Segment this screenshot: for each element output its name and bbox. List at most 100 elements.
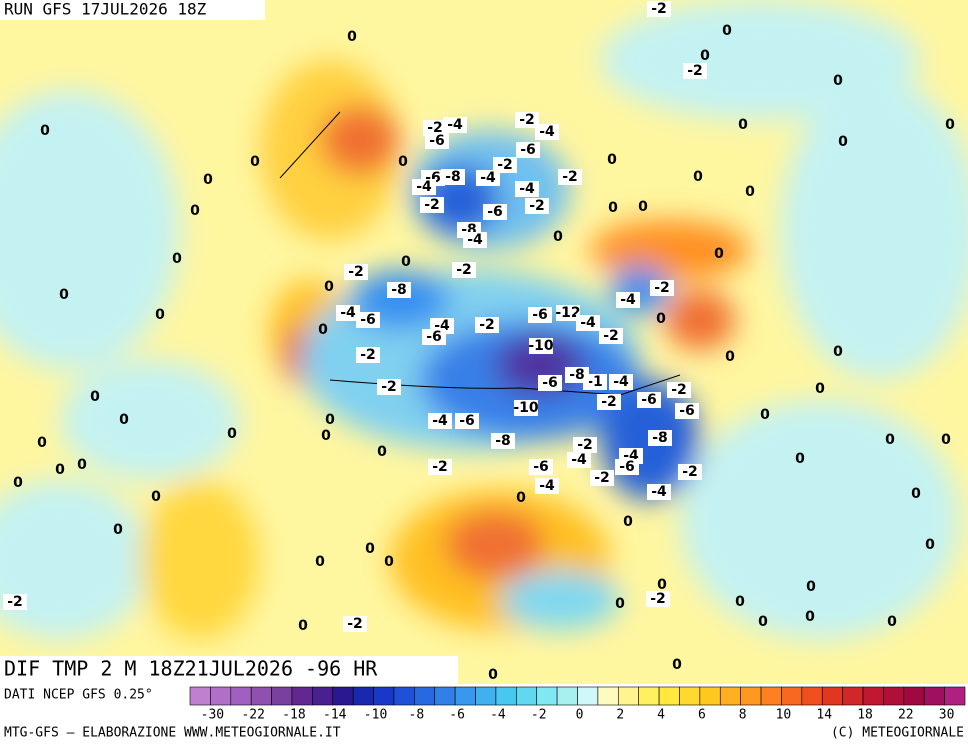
label-box: [423, 120, 447, 136]
contour-label: -2: [347, 616, 363, 632]
contour-label: -4: [467, 232, 483, 248]
contour-label: 0: [735, 594, 745, 610]
contour-label: -4: [539, 124, 555, 140]
contour-label: 0: [113, 522, 123, 538]
run-title: RUN GFS 17JUL2026 18Z: [4, 0, 207, 19]
contour-label: -2: [427, 120, 443, 136]
label-box: [525, 198, 549, 214]
label-box: [616, 292, 640, 308]
colorbar-cell: [210, 686, 232, 706]
contour-label: 0: [725, 349, 735, 365]
contour-label: 0: [40, 123, 50, 139]
colorbar-cell: [536, 686, 558, 706]
contour-label: 0: [203, 172, 213, 188]
label-box: [412, 179, 436, 195]
label-box: [573, 437, 597, 453]
label-box: [425, 133, 449, 149]
colorbar-cell: [842, 686, 864, 706]
contour-label: 0: [227, 426, 237, 442]
contour-label: -4: [539, 478, 555, 494]
contour-label: 0: [90, 389, 100, 405]
colorbar-cell: [271, 686, 293, 706]
colorbar-label: 30: [939, 708, 955, 723]
contour-label: -4: [432, 413, 448, 429]
colorbar-cell: [556, 686, 578, 706]
contour-label: 0: [615, 596, 625, 612]
contour-label: 0: [738, 117, 748, 133]
label-box: [443, 117, 467, 133]
contour-label: -2: [348, 264, 364, 280]
colorbar-cell: [577, 686, 599, 706]
data-source: DATI NCEP GFS 0.25°: [4, 688, 153, 703]
colorbar-cell: [475, 686, 497, 706]
colorbar-label: -8: [409, 708, 425, 723]
label-box: [576, 315, 600, 331]
map: 0-200-200 0 00-2 -4 -2-4-6-60 000-2-6 -8 -4-4 -4…: [0, 0, 968, 684]
contour-label: 0: [37, 435, 47, 451]
contour-label: 0: [815, 381, 825, 397]
contour-label: -4: [613, 374, 629, 390]
label-box: [647, 484, 671, 500]
label-box: [515, 112, 539, 128]
contour-label: -4: [447, 117, 463, 133]
colorbar-label: 22: [898, 708, 914, 723]
label-box: [377, 379, 401, 395]
colorbar-cell: [658, 686, 680, 706]
contour-label: -2: [360, 347, 376, 363]
colorbar-cell: [597, 686, 619, 706]
contour-label: 0: [13, 475, 23, 491]
contour-label: -2: [479, 317, 495, 333]
contour-label: 0: [172, 251, 182, 267]
contour-label: 0: [347, 29, 357, 45]
colorbar-label: 18: [857, 708, 873, 723]
contour-label: -6: [542, 375, 558, 391]
label-box: [516, 142, 540, 158]
contour-label: 0: [833, 344, 843, 360]
label-box: [356, 347, 380, 363]
label-box: [455, 413, 479, 429]
contour-label: -8: [445, 169, 461, 185]
label-box: [420, 197, 444, 213]
contour-label: 0: [325, 412, 335, 428]
contour-label: -2: [497, 157, 513, 173]
label-box: [3, 594, 27, 610]
colorbar-label: 8: [739, 708, 747, 723]
contour-label: 0: [318, 322, 328, 338]
label-box: [597, 394, 621, 410]
contour-label: 0: [315, 554, 325, 570]
colorbar-cell: [760, 686, 782, 706]
label-box: [650, 280, 674, 296]
contour-label: 0: [401, 254, 411, 270]
contour-label: -12: [555, 305, 580, 321]
colorbar-cell: [189, 686, 211, 706]
label-box: [475, 317, 499, 333]
contour-label: 0: [672, 657, 682, 673]
contour-label: -10: [513, 400, 539, 416]
contour-label: 0: [911, 486, 921, 502]
contour-label: -2: [456, 262, 472, 278]
label-box: [336, 305, 360, 321]
contour-label: -2: [687, 63, 703, 79]
contour-label: 0: [398, 154, 408, 170]
contour-label: -8: [569, 367, 585, 383]
label-box: [609, 374, 633, 390]
contour-label: -1: [587, 374, 603, 390]
contour-label: -8: [495, 433, 511, 449]
contour-label: 0: [885, 432, 895, 448]
contour-label: 0: [805, 609, 815, 625]
colorbar-cell: [454, 686, 476, 706]
colorbar-cell: [740, 686, 762, 706]
colorbar-cell: [679, 686, 701, 706]
label-box: [565, 367, 589, 383]
contour-label: 0: [55, 462, 65, 478]
colorbar-label: -4: [490, 708, 506, 723]
contour-label: 0: [925, 537, 935, 553]
contour-label: 0: [758, 614, 768, 630]
label-box: [515, 181, 539, 197]
contour-label: 0: [377, 444, 387, 460]
label-box: [675, 403, 699, 419]
label-box: [538, 375, 562, 391]
colorbar-cell: [862, 686, 884, 706]
contour-label: 0: [77, 457, 87, 473]
